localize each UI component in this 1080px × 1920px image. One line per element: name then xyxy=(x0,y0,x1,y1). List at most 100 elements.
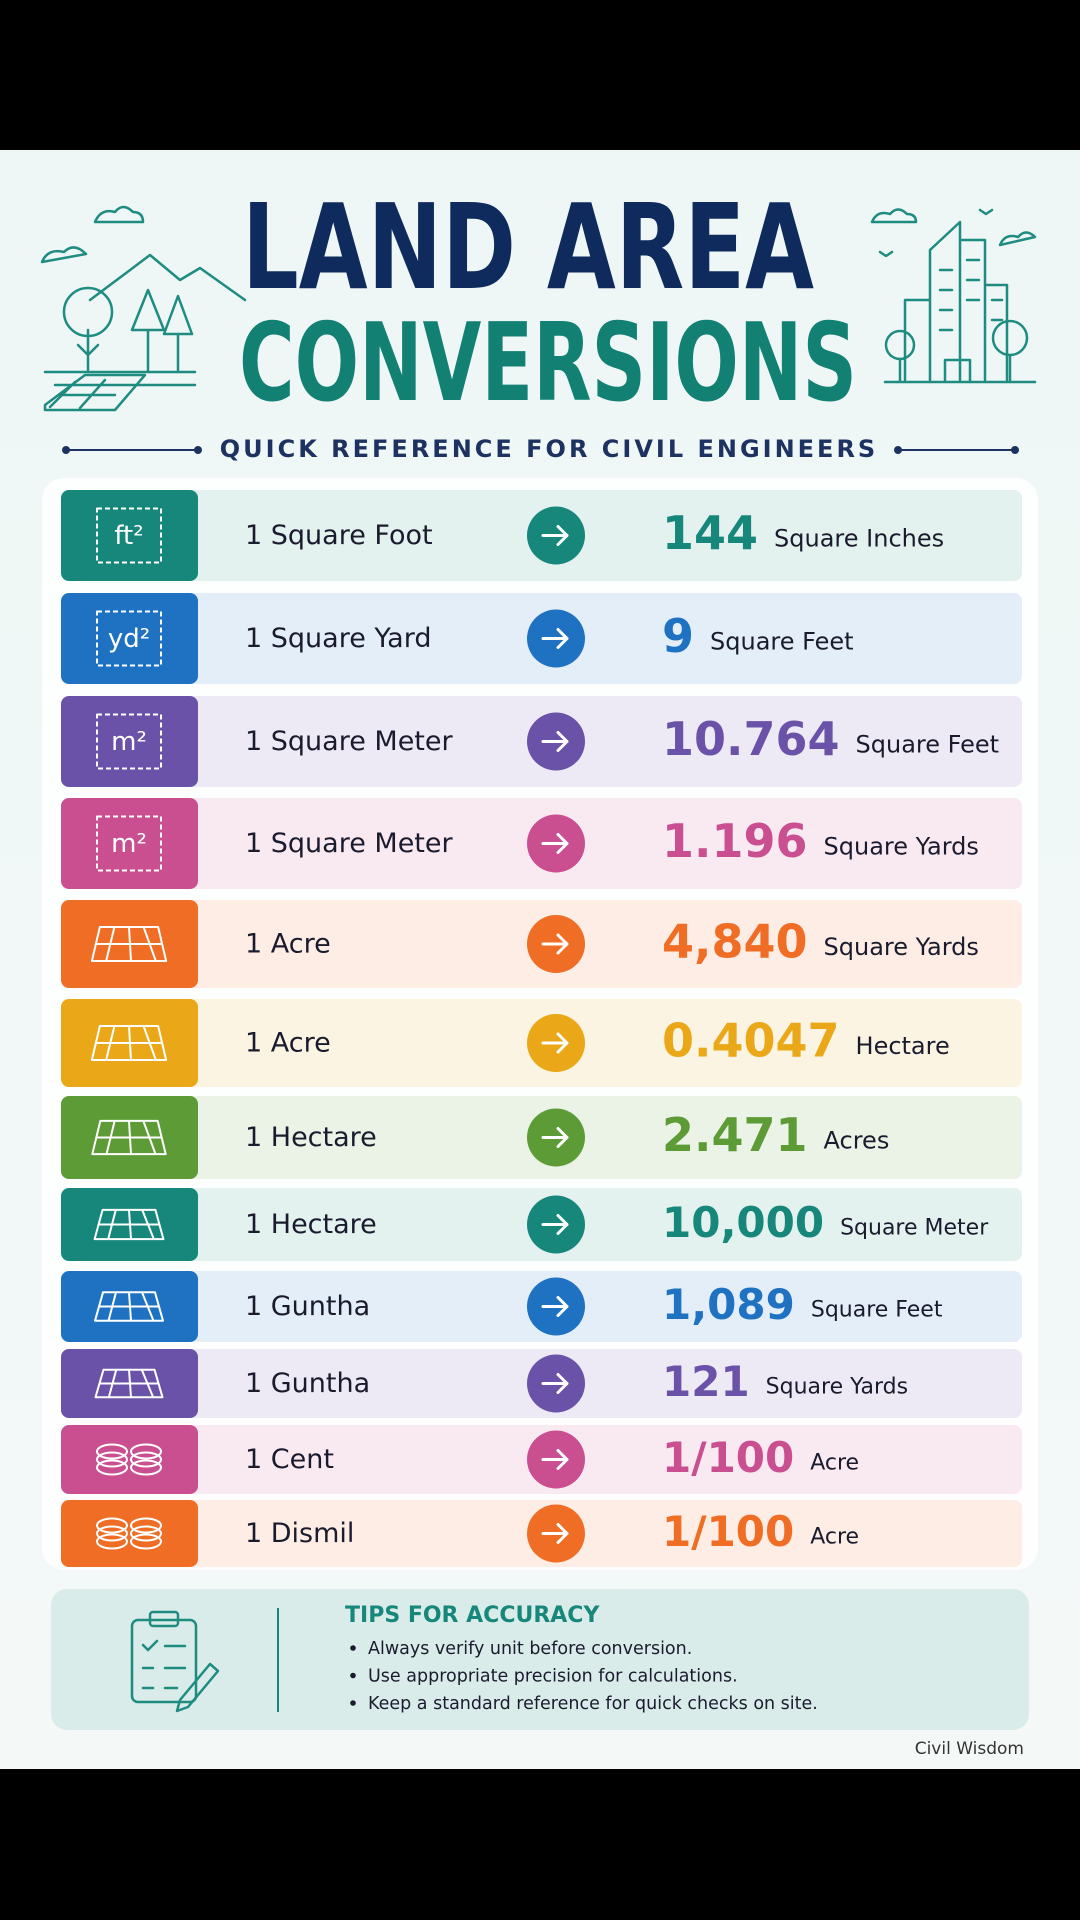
conversion-table: ft² 1 Square Foot 144 Square Inches yd² 1 Squ… xyxy=(61,490,1022,1567)
bullet xyxy=(350,1672,356,1679)
result-value: 1,089 xyxy=(662,1280,795,1329)
conversion-row: 1 Acre 4,840 Square Yards xyxy=(61,900,1022,988)
result-unit: Square Meter xyxy=(840,1216,989,1241)
result-unit: Acre xyxy=(810,1451,859,1476)
arrow xyxy=(541,1373,569,1394)
subtitle: QUICK REFERENCE FOR CIVIL ENGINEERS xyxy=(220,435,878,463)
tips-list: Always verify unit before conversion. Use… xyxy=(350,1639,818,1714)
result-unit: Square Feet xyxy=(811,1298,943,1323)
city-illustration xyxy=(870,208,1037,384)
conversion-row: m² 1 Square Meter 1.196 Square Yards xyxy=(61,798,1022,889)
title-line-1: LAND AREA xyxy=(242,178,814,316)
result-value: 121 xyxy=(662,1357,750,1406)
field-outline xyxy=(90,926,168,962)
coin xyxy=(130,1459,162,1476)
result-unit: Hectare xyxy=(856,1032,950,1060)
result-unit: Square Yards xyxy=(824,933,979,961)
unit-icon xyxy=(90,926,168,962)
from-unit: 1 Guntha xyxy=(245,1368,370,1399)
coin xyxy=(130,1517,162,1534)
bullet xyxy=(350,1645,356,1651)
coin xyxy=(130,1443,162,1460)
from-unit: 1 Cent xyxy=(245,1444,334,1475)
unit-icon xyxy=(96,507,162,564)
field-outline xyxy=(93,1208,165,1241)
conversion-row: 1 Hectare 2.471 Acres xyxy=(61,1096,1022,1179)
unit-icon xyxy=(93,1208,165,1241)
arrow xyxy=(541,933,569,955)
arrow xyxy=(541,1449,569,1470)
result-value: 1/100 xyxy=(662,1433,794,1482)
conversion-row: 1 Hectare 10,000 Square Meter xyxy=(61,1188,1022,1261)
tips-title: TIPS FOR ACCURACY xyxy=(345,1603,600,1628)
conversion-row: 1 Guntha 121 Square Yards xyxy=(61,1349,1022,1418)
result-value: 144 xyxy=(662,506,758,560)
unit-icon xyxy=(96,1517,162,1550)
conversion-row: 1 Guntha 1,089 Square Feet xyxy=(61,1271,1022,1342)
unit-icon xyxy=(91,1119,167,1156)
icon-frame xyxy=(96,713,162,770)
conversion-row: 1 Dismil 1/100 Acre xyxy=(61,1500,1022,1567)
arrow xyxy=(541,1523,569,1544)
conversion-row: ft² 1 Square Foot 144 Square Inches xyxy=(61,490,1022,581)
result-unit: Square Feet xyxy=(856,731,1000,759)
arrow xyxy=(541,1032,569,1054)
from-unit: 1 Hectare xyxy=(245,1122,377,1153)
icon-frame xyxy=(96,507,162,564)
field-outline xyxy=(91,1119,167,1156)
from-unit: 1 Dismil xyxy=(245,1518,354,1549)
tip-item: Keep a standard reference for quick chec… xyxy=(368,1694,818,1714)
result-unit: Square Yards xyxy=(766,1375,908,1400)
unit-icon xyxy=(94,1368,164,1399)
tips-box xyxy=(51,1589,1029,1730)
from-unit: 1 Square Meter xyxy=(245,726,454,757)
arrow xyxy=(541,525,569,546)
result-value: 10,000 xyxy=(662,1198,824,1247)
result-unit: Acres xyxy=(824,1127,890,1155)
result-value: 2.471 xyxy=(662,1108,808,1162)
icon-label: ft² xyxy=(114,521,143,551)
unit-icon xyxy=(96,713,162,770)
from-unit: 1 Hectare xyxy=(245,1209,377,1240)
arrow xyxy=(541,1296,569,1317)
unit-icon xyxy=(90,1025,168,1061)
arrow xyxy=(541,833,569,854)
icon-box xyxy=(61,490,198,581)
icon-box xyxy=(61,1500,198,1567)
bottom-bar xyxy=(0,1769,1080,1920)
icon-frame xyxy=(96,815,162,872)
unit-icon xyxy=(96,815,162,872)
coin xyxy=(130,1451,162,1468)
coin xyxy=(96,1459,128,1476)
conversion-row: 1 Cent 1/100 Acre xyxy=(61,1425,1022,1494)
icon-label: yd² xyxy=(108,624,150,654)
coin xyxy=(96,1525,128,1542)
result-unit: Acre xyxy=(810,1525,859,1550)
top-bar xyxy=(0,0,1080,150)
from-unit: 1 Guntha xyxy=(245,1291,370,1322)
result-value: 9 xyxy=(662,609,694,663)
arrow xyxy=(541,628,569,649)
unit-icon xyxy=(96,1443,162,1476)
result-value: 1.196 xyxy=(662,814,808,868)
subtitle-rule xyxy=(62,446,1019,454)
title-line-2: CONVERSIONS xyxy=(239,301,857,426)
coin xyxy=(96,1443,128,1460)
icon-label: m² xyxy=(111,829,147,859)
result-unit: Square Yards xyxy=(824,833,979,861)
from-unit: 1 Square Meter xyxy=(245,828,454,859)
field-outline xyxy=(94,1368,164,1399)
icon-box xyxy=(61,696,198,787)
from-unit: 1 Acre xyxy=(245,929,331,960)
icon-box xyxy=(61,1425,198,1494)
result-unit: Square Inches xyxy=(774,525,944,553)
unit-icon xyxy=(94,1291,164,1322)
icon-box xyxy=(61,593,198,684)
result-value: 10.764 xyxy=(662,712,840,766)
credit: Civil Wisdom xyxy=(915,1739,1024,1759)
conversion-row: 1 Acre 0.4047 Hectare xyxy=(61,999,1022,1087)
icon-box xyxy=(61,798,198,889)
coin xyxy=(96,1517,128,1534)
unit-icon xyxy=(96,610,162,667)
